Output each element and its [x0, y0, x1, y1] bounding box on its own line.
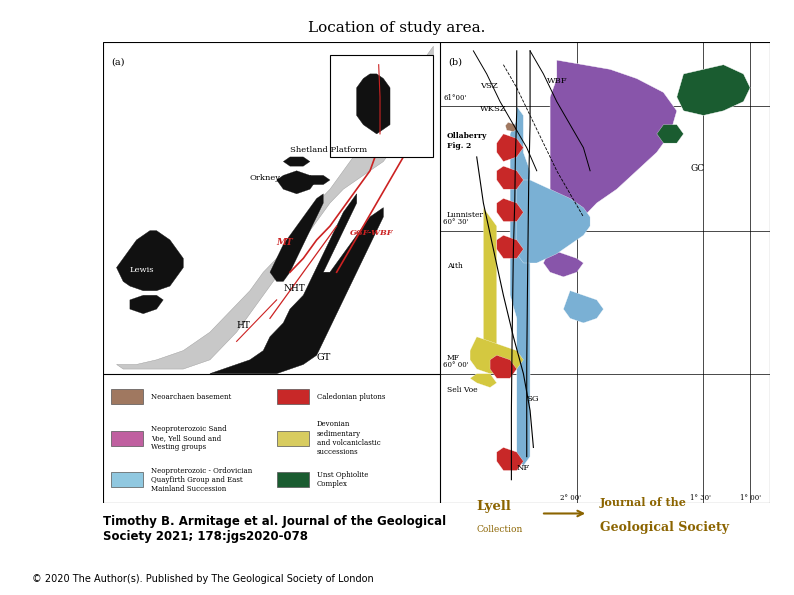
Polygon shape [550, 60, 676, 235]
Text: Unst Ophiolite
Complex: Unst Ophiolite Complex [317, 471, 368, 488]
Text: Timothy B. Armitage et al. Journal of the Geological
Society 2021; 178:jgs2020-0: Timothy B. Armitage et al. Journal of th… [103, 515, 446, 543]
Polygon shape [276, 171, 317, 194]
Text: GGF-WBF: GGF-WBF [350, 229, 393, 237]
Text: Lewis: Lewis [130, 266, 154, 274]
Text: 60° 00': 60° 00' [443, 361, 469, 369]
Polygon shape [497, 199, 523, 221]
Text: (b): (b) [448, 58, 462, 67]
Polygon shape [470, 374, 497, 387]
Text: Caledonian plutons: Caledonian plutons [317, 393, 385, 400]
Text: Aith: Aith [447, 262, 463, 270]
Text: GT: GT [317, 353, 331, 362]
Text: NF: NF [517, 465, 530, 472]
Polygon shape [543, 249, 584, 277]
Text: MT: MT [276, 237, 293, 246]
Text: 1° 00': 1° 00' [739, 494, 761, 502]
Text: Ollaberry
Fig. 2: Ollaberry Fig. 2 [447, 132, 487, 150]
Text: Journal of the: Journal of the [599, 497, 687, 508]
Polygon shape [490, 355, 517, 378]
Text: 1° 30': 1° 30' [690, 494, 711, 502]
Text: Geological Society: Geological Society [599, 521, 729, 534]
Bar [276, 431, 309, 446]
Bar [111, 472, 143, 487]
Text: WKSZ: WKSZ [480, 105, 507, 113]
Polygon shape [497, 235, 523, 258]
Text: Neoproterozoic - Ordovician
Quayfirth Group and East
Mainland Succession: Neoproterozoic - Ordovician Quayfirth Gr… [151, 466, 252, 493]
Polygon shape [564, 291, 603, 323]
Text: MF: MF [447, 354, 460, 362]
Bar [111, 389, 143, 404]
Polygon shape [270, 194, 323, 281]
Text: 61°00': 61°00' [443, 93, 467, 102]
Polygon shape [506, 123, 517, 131]
Polygon shape [310, 176, 330, 184]
Polygon shape [130, 295, 164, 314]
Text: Collection: Collection [476, 525, 522, 534]
Text: 2° 00': 2° 00' [560, 494, 580, 502]
Text: (a): (a) [111, 58, 125, 67]
Text: Orkney: Orkney [250, 174, 281, 182]
Polygon shape [497, 134, 523, 161]
Text: VSZ: VSZ [480, 82, 498, 90]
Bar [330, 55, 434, 157]
Text: Neoarchaen basement: Neoarchaen basement [151, 393, 232, 400]
Polygon shape [517, 180, 590, 263]
Text: Location of study area.: Location of study area. [308, 21, 486, 35]
Polygon shape [497, 447, 523, 471]
Polygon shape [676, 65, 750, 115]
Text: Lyell: Lyell [476, 500, 511, 513]
Text: WBF: WBF [547, 77, 568, 85]
Text: Neoproterozoic Sand
Voe, Yell Sound and
Westing groups: Neoproterozoic Sand Voe, Yell Sound and … [151, 425, 227, 452]
Polygon shape [470, 337, 523, 374]
Text: GC: GC [690, 164, 704, 173]
Text: © 2020 The Author(s). Published by The Geological Society of London: © 2020 The Author(s). Published by The G… [32, 574, 373, 584]
Polygon shape [117, 46, 434, 369]
Text: Shetland Platform: Shetland Platform [290, 146, 367, 154]
Polygon shape [210, 194, 384, 374]
Polygon shape [484, 208, 497, 364]
Bar [276, 389, 309, 404]
Polygon shape [497, 166, 523, 189]
Bar [111, 431, 143, 446]
Text: SG: SG [526, 395, 539, 403]
Text: NHT: NHT [283, 284, 305, 293]
Bar [276, 472, 309, 487]
Text: Devonian
sedimentary
and volcaniclastic
successions: Devonian sedimentary and volcaniclastic … [317, 421, 380, 456]
Polygon shape [117, 231, 183, 291]
Text: 60° 30': 60° 30' [443, 218, 469, 226]
Text: Seli Voe: Seli Voe [447, 386, 477, 394]
Polygon shape [657, 125, 684, 143]
Polygon shape [283, 157, 310, 166]
Polygon shape [357, 74, 390, 134]
Text: HT: HT [237, 321, 250, 330]
Text: Lunnister: Lunnister [447, 211, 484, 219]
Polygon shape [510, 106, 530, 466]
